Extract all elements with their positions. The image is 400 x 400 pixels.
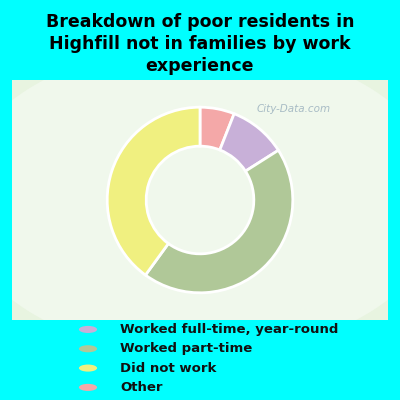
Ellipse shape <box>79 384 97 391</box>
Ellipse shape <box>79 364 97 372</box>
Text: City-Data.com: City-Data.com <box>257 104 331 114</box>
Ellipse shape <box>110 152 230 248</box>
Ellipse shape <box>79 326 97 333</box>
Ellipse shape <box>0 68 400 332</box>
Text: Breakdown of poor residents in
Highfill not in families by work
experience: Breakdown of poor residents in Highfill … <box>46 13 354 75</box>
Ellipse shape <box>0 20 400 380</box>
Text: Worked full-time, year-round: Worked full-time, year-round <box>120 323 338 336</box>
Ellipse shape <box>0 32 380 368</box>
Wedge shape <box>146 150 293 293</box>
Ellipse shape <box>0 56 400 344</box>
Wedge shape <box>107 107 200 275</box>
Text: Worked part-time: Worked part-time <box>120 342 252 355</box>
Ellipse shape <box>0 8 400 392</box>
Wedge shape <box>200 107 234 150</box>
Ellipse shape <box>20 80 320 320</box>
Ellipse shape <box>0 44 400 356</box>
Ellipse shape <box>79 345 97 352</box>
Wedge shape <box>220 114 278 171</box>
Text: Other: Other <box>120 381 162 394</box>
Ellipse shape <box>65 116 275 284</box>
Text: Did not work: Did not work <box>120 362 216 374</box>
Ellipse shape <box>0 32 400 368</box>
